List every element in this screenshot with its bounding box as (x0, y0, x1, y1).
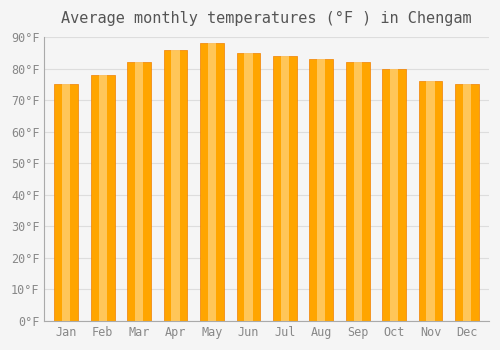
Bar (54, 84, 78, 321)
Bar (135, 62, 143, 321)
Bar (200, 43, 224, 321)
Bar (208, 43, 216, 321)
Bar (62, 84, 70, 321)
Bar (172, 50, 180, 321)
Bar (236, 53, 260, 321)
Bar (390, 69, 398, 321)
Bar (128, 62, 151, 321)
Title: Average monthly temperatures (°F ) in Chengam: Average monthly temperatures (°F ) in Ch… (62, 11, 472, 26)
Bar (419, 81, 442, 321)
Bar (463, 84, 471, 321)
Bar (164, 50, 188, 321)
Bar (244, 53, 252, 321)
Bar (98, 75, 107, 321)
Bar (310, 59, 333, 321)
Bar (346, 62, 370, 321)
Bar (317, 59, 326, 321)
Bar (281, 56, 289, 321)
Bar (382, 69, 406, 321)
Bar (455, 84, 479, 321)
Bar (273, 56, 296, 321)
Bar (354, 62, 362, 321)
Bar (91, 75, 114, 321)
Bar (426, 81, 434, 321)
